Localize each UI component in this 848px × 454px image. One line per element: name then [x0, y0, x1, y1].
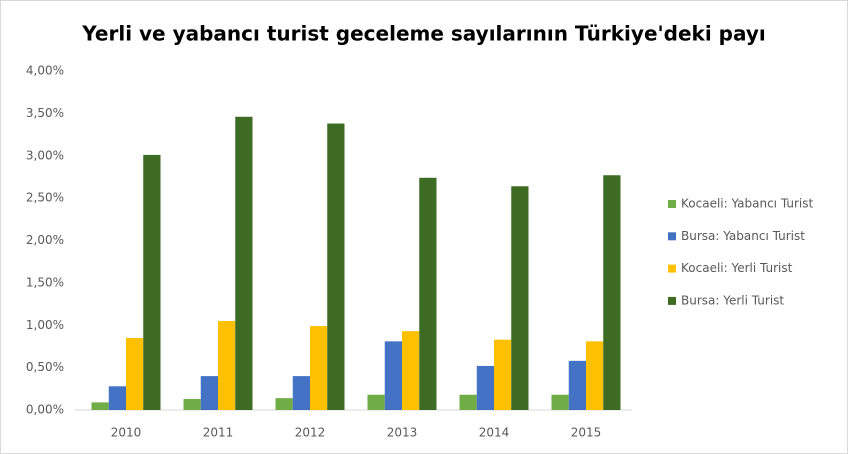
- y-tick-label: 4,00%: [26, 64, 64, 78]
- bar: [126, 337, 144, 410]
- y-tick-label: 3,00%: [26, 148, 64, 162]
- legend-label: Bursa: Yabancı Turist: [681, 229, 805, 243]
- y-tick-label: 0,50%: [26, 360, 64, 374]
- bar: [200, 376, 218, 410]
- bar: [384, 341, 402, 410]
- bar: [551, 394, 569, 410]
- y-tick-label: 0,00%: [26, 403, 64, 417]
- y-tick-label: 2,50%: [26, 191, 64, 205]
- bar: [108, 386, 126, 410]
- bar: [143, 154, 161, 410]
- legend-swatch: [668, 200, 676, 208]
- x-tick-label: 2013: [387, 426, 418, 440]
- bar: [235, 116, 253, 410]
- bar: [402, 331, 420, 410]
- bar: [586, 341, 604, 410]
- bar: [327, 123, 345, 411]
- y-tick-label: 2,00%: [26, 233, 64, 247]
- legend-swatch: [668, 232, 676, 241]
- y-tick-label: 1,50%: [26, 275, 64, 289]
- x-tick-label: 2015: [571, 426, 602, 440]
- bar: [459, 394, 477, 410]
- bar: [310, 326, 328, 410]
- x-tick-label: 2012: [295, 426, 326, 440]
- x-tick-label: 2010: [111, 426, 142, 440]
- x-tick-label: 2014: [479, 426, 510, 440]
- legend-label: Kocaeli: Yabancı Turist: [681, 197, 813, 211]
- bar: [511, 186, 529, 410]
- bar: [367, 394, 385, 410]
- bar: [419, 177, 437, 410]
- chart-title: Yerli ve yabancı turist geceleme sayılar…: [81, 22, 765, 46]
- bar: [183, 398, 201, 410]
- bar: [603, 175, 621, 410]
- legend-label: Bursa: Yerli Turist: [681, 293, 784, 307]
- bar: [275, 398, 293, 410]
- legend-label: Kocaeli: Yerli Turist: [681, 261, 793, 275]
- bar: [91, 402, 109, 410]
- bar: [476, 365, 494, 410]
- x-tick-label: 2011: [203, 426, 234, 440]
- legend-swatch: [668, 296, 676, 305]
- y-tick-label: 1,00%: [26, 318, 64, 332]
- bar: [292, 376, 310, 410]
- bar: [494, 339, 512, 410]
- y-tick-label: 3,50%: [26, 106, 64, 120]
- legend-swatch: [668, 264, 676, 273]
- bar: [568, 360, 586, 410]
- bar: [218, 321, 236, 410]
